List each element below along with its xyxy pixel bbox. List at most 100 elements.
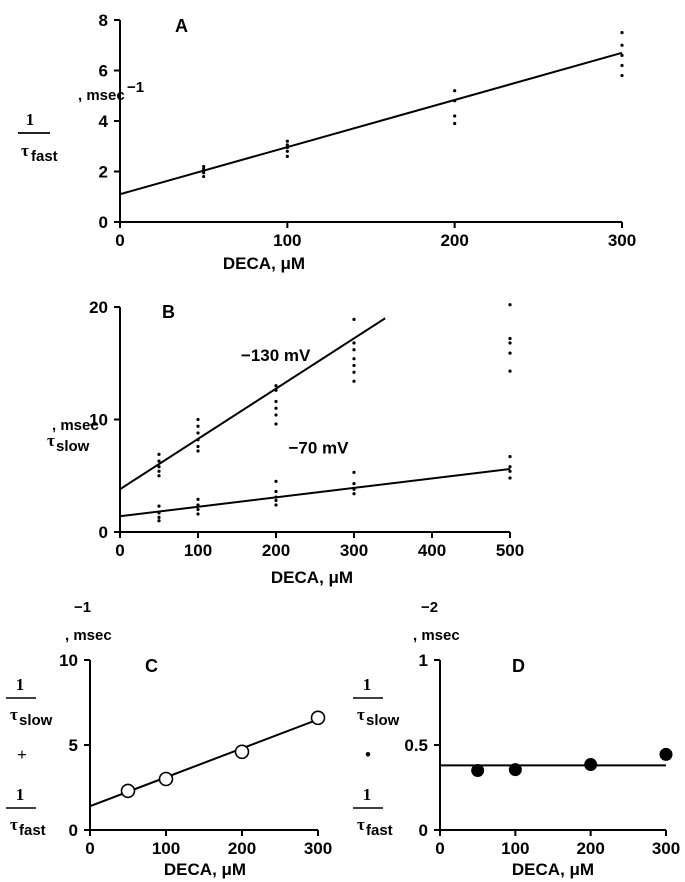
- panel-b-data-point: [274, 479, 278, 483]
- panel-b-data-point: [196, 449, 200, 453]
- svg-text:slow: slow: [56, 438, 90, 455]
- panel-b-data-point: [508, 369, 512, 373]
- panel-b-x-tick-label: 200: [262, 541, 290, 560]
- svg-text:•: •: [365, 745, 371, 764]
- panel-b-y-tick-label: 0: [99, 523, 108, 542]
- panel-b-data-point: [352, 357, 356, 361]
- panel-b-data-point: [508, 336, 512, 341]
- svg-text:fast: fast: [31, 148, 58, 165]
- panel-a-x-tick-label: 300: [608, 231, 636, 250]
- panel-c-plot: 0 100 200 300 0 5 10: [59, 651, 332, 858]
- panel-b-data-point: [274, 388, 278, 392]
- svg-text:, msec: , msec: [413, 627, 460, 644]
- panel-b-x-tick: 500: [496, 532, 524, 560]
- panel-a-data-point: [453, 121, 457, 126]
- panel-a-y-tick-label: 4: [99, 112, 109, 131]
- svg-text:+: +: [17, 745, 27, 764]
- svg-text:τ: τ: [21, 141, 29, 160]
- panel-d-x-tick-label: 200: [576, 839, 604, 858]
- panel-c-x-tick: 100: [152, 830, 180, 858]
- panel-a-fit-line: [119, 51, 623, 196]
- panel-b: B 0 100 200 300 400 500 0 10 20 −130 mV −70 mV DEC…: [47, 298, 524, 587]
- panel-b-data-point: [508, 303, 512, 307]
- panel-a-x-tick: 0: [115, 222, 125, 250]
- panel-c-y-tick-label: 0: [69, 821, 78, 840]
- panel-b-x-axis-label: DECA, μM: [271, 568, 353, 587]
- panel-d-y-tick-label: 0: [419, 821, 428, 840]
- panel-c-y-tick-label: 5: [69, 736, 78, 755]
- panel-b-x-tick-label: 100: [184, 541, 212, 560]
- panel-c-y-tick: 5: [69, 736, 90, 755]
- panel-c-data-point: [120, 783, 136, 799]
- panel-b-x-tick: 0: [115, 532, 125, 560]
- panel-b-data-point: [508, 476, 512, 480]
- panel-a-y-tick: 0: [99, 213, 120, 232]
- panel-d-data-point: [471, 764, 485, 777]
- panel-b-x-tick-label: 500: [496, 541, 524, 560]
- panel-d: D 0 100 200 300 0 0.5 1 DECA, μM 1 τ fast • 1 …: [353, 599, 680, 879]
- panel-c-data-point: [310, 710, 326, 726]
- panel-d-x-tick: 0: [435, 830, 445, 858]
- panel-a-data-point: [620, 43, 624, 47]
- panel-b-x-tick-label: 300: [340, 541, 368, 560]
- panel-b-data-point: [157, 511, 161, 515]
- panel-a-data-point: [453, 89, 457, 93]
- panel-b-data-point: [196, 431, 200, 435]
- panel-a-y-tick-label: 8: [99, 11, 108, 30]
- panel-b-data-point: [196, 503, 200, 507]
- panel-a-y-tick-label: 0: [99, 213, 108, 232]
- panel-a-x-tick: 300: [608, 222, 636, 250]
- panel-b-x-tick: 400: [418, 532, 446, 560]
- panel-b-y-tick: 20: [89, 298, 120, 317]
- panel-b-data-point: [352, 482, 356, 486]
- panel-a-x-tick-label: 0: [115, 231, 124, 250]
- svg-text:−1: −1: [127, 79, 144, 96]
- panel-b-data-point: [508, 351, 512, 355]
- panel-b-data-point: [508, 455, 512, 459]
- panel-b-y-tick: 10: [89, 411, 120, 430]
- panel-d-x-tick-label: 300: [652, 839, 680, 858]
- panel-b-annotation: −70 mV: [288, 438, 349, 457]
- panel-d-data-point: [584, 758, 598, 772]
- svg-text:slow: slow: [366, 712, 400, 729]
- panel-b-data-point: [274, 489, 278, 494]
- panel-c-y-tick-label: 10: [59, 651, 78, 670]
- svg-text:τ: τ: [10, 705, 18, 724]
- panel-b-data-point: [352, 348, 356, 352]
- panel-a-data-point: [620, 31, 624, 35]
- panel-d-plot: 0 100 200 300 0 0.5 1: [404, 651, 680, 858]
- panel-b-data-point: [196, 497, 200, 501]
- panel-c-x-tick: 200: [228, 830, 256, 858]
- panel-b-x-tick: 300: [340, 532, 368, 560]
- svg-text:fast: fast: [19, 822, 46, 839]
- panel-a-x-axis-label: DECA, μM: [223, 254, 305, 273]
- panel-d-y-tick: 1: [419, 651, 440, 670]
- panel-b-annotation: −130 mV: [241, 346, 311, 365]
- panel-b-y-tick-label: 20: [89, 298, 108, 317]
- panel-c-data-point: [234, 744, 250, 760]
- panel-a-x-tick-label: 100: [273, 231, 301, 250]
- svg-text:τ: τ: [357, 705, 365, 724]
- panel-b-x-tick: 100: [184, 532, 212, 560]
- panel-c-data-point: [158, 771, 174, 787]
- panel-b-data-point: [352, 370, 356, 374]
- panel-b-data-point: [508, 341, 512, 345]
- panel-a-y-tick: 6: [99, 62, 120, 81]
- svg-text:τ: τ: [357, 815, 365, 834]
- panel-a-y-tick: 2: [99, 163, 120, 182]
- svg-text:1: 1: [363, 785, 372, 804]
- panel-b-y-axis-label: τ slow , msec: [47, 417, 99, 455]
- panel-b-data-point: [274, 422, 278, 426]
- panel-a-y-tick-label: 6: [99, 62, 108, 81]
- panel-a-data-point: [453, 114, 457, 118]
- panel-b-data-point: [352, 487, 356, 491]
- panel-b-data-point: [352, 317, 356, 321]
- panel-a-data-point: [620, 63, 624, 68]
- panel-c-x-tick-label: 0: [85, 839, 94, 858]
- svg-text:, msec: , msec: [78, 87, 125, 104]
- panel-b-data-point: [274, 498, 278, 503]
- panel-b-x-tick-label: 400: [418, 541, 446, 560]
- panel-b-data-point: [196, 507, 200, 512]
- panel-a-data-point: [285, 154, 289, 158]
- panel-b-data-point: [196, 512, 200, 516]
